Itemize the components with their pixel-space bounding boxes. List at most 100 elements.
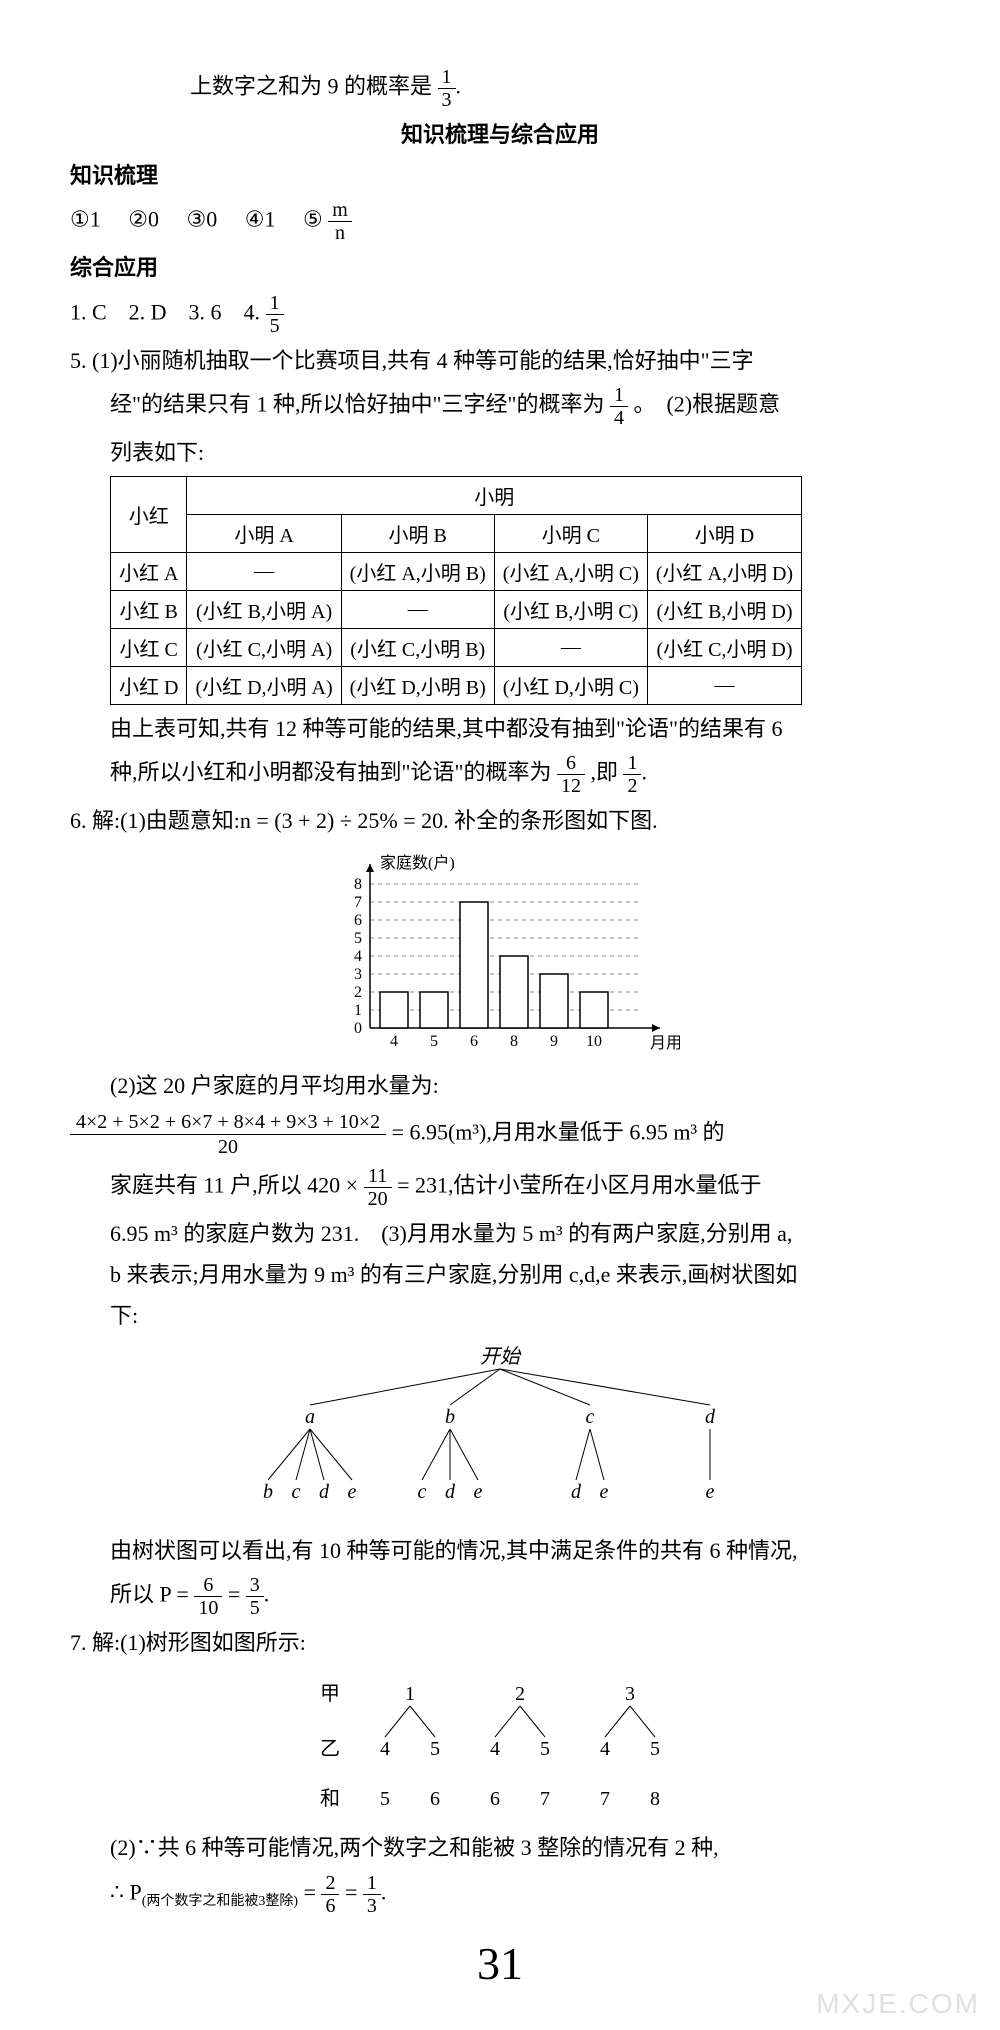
svg-text:5: 5 — [540, 1738, 550, 1760]
top-frac: 13 — [438, 66, 456, 111]
svg-text:2: 2 — [354, 984, 362, 1001]
svg-text:a: a — [305, 1406, 315, 1428]
page-number: 31 — [70, 1937, 930, 1990]
q6-2f: b 来表示;月用水量为 9 m³ 的有三户家庭,分别用 c,d,e 来表示,画树… — [110, 1257, 930, 1292]
svg-text:c: c — [418, 1481, 427, 1503]
q7-2a: (2)∵共 6 种等可能情况,两个数字之和能被 3 整除的情况有 2 种, — [110, 1830, 930, 1865]
svg-text:4: 4 — [390, 1033, 398, 1050]
top-text: 上数字之和为 9 的概率是 — [190, 74, 432, 99]
col-a: 小明 A — [187, 514, 341, 552]
q5-frac: 14 — [610, 384, 628, 429]
svg-text:6: 6 — [470, 1033, 478, 1050]
svg-text:2: 2 — [515, 1683, 525, 1705]
q6-2g: 下: — [110, 1298, 930, 1333]
svg-text:e: e — [600, 1481, 609, 1503]
svg-text:1: 1 — [405, 1683, 415, 1705]
svg-text:甲: 甲 — [320, 1683, 340, 1705]
q5-line2: 经"的结果只有 1 种,所以恰好抽中"三字经"的概率为 14 。 (2)根据题意 — [110, 384, 930, 429]
svg-text:8: 8 — [650, 1788, 660, 1810]
table-row: 小红 B (小红 B,小明 A) — (小红 B,小明 C) (小红 B,小明 … — [111, 590, 802, 628]
svg-text:9: 9 — [550, 1033, 558, 1050]
svg-text:乙: 乙 — [320, 1738, 340, 1760]
svg-text:3: 3 — [354, 966, 362, 983]
q5-after2: 种,所以小红和小明都没有抽到"论语"的概率为 612 ,即 12. — [110, 752, 930, 797]
tree2-svg: 甲乙和145562465734758 — [290, 1670, 710, 1820]
svg-text:d: d — [571, 1481, 582, 1503]
summary-5: ⑤ — [303, 207, 323, 232]
heading-knowledge: 知识梳理 — [70, 158, 930, 193]
svg-text:5: 5 — [354, 930, 362, 947]
svg-text:4: 4 — [600, 1738, 610, 1760]
watermark: MXJE.COM — [816, 1988, 980, 2020]
heading-apply: 综合应用 — [70, 250, 930, 285]
svg-text:d: d — [705, 1406, 716, 1428]
svg-text:7: 7 — [354, 894, 362, 911]
q7-line1: 7. 解:(1)树形图如图所示: — [70, 1625, 930, 1660]
q5-line1: 5. (1)小丽随机抽取一个比赛项目,共有 4 种等可能的结果,恰好抽中"三字 — [70, 343, 930, 378]
q5-line3: 列表如下: — [110, 435, 930, 470]
col-c: 小明 C — [494, 514, 647, 552]
col-b: 小明 B — [341, 514, 494, 552]
tree-diagram-1: 开始abcdebcdecdede — [70, 1343, 930, 1523]
svg-text:d: d — [319, 1481, 330, 1503]
ans4-frac: 15 — [266, 292, 284, 337]
svg-text:10: 10 — [586, 1033, 602, 1050]
svg-text:e: e — [474, 1481, 483, 1503]
svg-text:3: 3 — [625, 1683, 635, 1705]
svg-text:e: e — [348, 1481, 357, 1503]
q6-longfrac-line: 4×2 + 5×2 + 6×7 + 8×4 + 9×3 + 10×2 20 = … — [70, 1110, 930, 1159]
svg-text:4: 4 — [380, 1738, 390, 1760]
q6-after2: 所以 P = 610 = 35. — [110, 1574, 930, 1619]
q6-after1: 由树状图可以看出,有 10 种等可能的情况,其中满足条件的共有 6 种情况, — [110, 1533, 930, 1568]
tree-diagram-2: 甲乙和145562465734758 — [70, 1670, 930, 1820]
q6-line1: 6. 解:(1)由题意知:n = (3 + 2) ÷ 25% = 20. 补全的… — [70, 803, 930, 838]
svg-text:4: 4 — [490, 1738, 500, 1760]
svg-text:6: 6 — [430, 1788, 440, 1810]
q7-2b: ∴ P(两个数字之和能被3整除) = 26 = 13. — [110, 1872, 930, 1917]
summary-line: ①1 ②0 ③0 ④1 ⑤ mn — [70, 199, 930, 244]
summary-frac: mn — [328, 199, 352, 244]
col-d: 小明 D — [647, 514, 801, 552]
bar-chart-svg: 123456780家庭数(户)月用水量(m³)4568910 — [320, 848, 680, 1058]
summary-4: ④1 — [245, 207, 276, 232]
table-row: 小红 C (小红 C,小明 A) (小红 C,小明 B) — (小红 C,小明 … — [111, 628, 802, 666]
svg-text:b: b — [263, 1481, 273, 1503]
top-line: 上数字之和为 9 的概率是 13. — [190, 66, 930, 111]
svg-text:6: 6 — [490, 1788, 500, 1810]
svg-text:e: e — [706, 1481, 715, 1503]
q6-2e: 6.95 m³ 的家庭户数为 231. (3)月用水量为 5 m³ 的有两户家庭… — [110, 1216, 930, 1251]
svg-text:家庭数(户): 家庭数(户) — [380, 854, 455, 872]
svg-text:8: 8 — [510, 1033, 518, 1050]
rowhead: 小红 — [111, 476, 187, 552]
svg-text:5: 5 — [430, 1738, 440, 1760]
svg-text:0: 0 — [354, 1020, 362, 1037]
svg-text:c: c — [292, 1481, 301, 1503]
svg-text:5: 5 — [430, 1033, 438, 1050]
svg-text:月用水量(m³): 月用水量(m³) — [650, 1034, 680, 1052]
probability-table: 小红 小明 小明 A 小明 B 小明 C 小明 D 小红 A — (小红 A,小… — [110, 476, 802, 705]
q6-longfrac: 4×2 + 5×2 + 6×7 + 8×4 + 9×3 + 10×2 20 — [70, 1110, 386, 1159]
section-title: 知识梳理与综合应用 — [70, 117, 930, 152]
svg-text:开始: 开始 — [480, 1346, 522, 1368]
table-row: 小红 D (小红 D,小明 A) (小红 D,小明 B) (小红 D,小明 C)… — [111, 666, 802, 704]
summary-1: ①1 — [70, 207, 101, 232]
svg-text:b: b — [445, 1406, 455, 1428]
svg-text:5: 5 — [650, 1738, 660, 1760]
q5-after1: 由上表可知,共有 12 种等可能的结果,其中都没有抽到"论语"的结果有 6 — [110, 711, 930, 746]
colgroup: 小明 — [187, 476, 802, 514]
svg-text:1: 1 — [354, 1002, 362, 1019]
table-row: 小红 A — (小红 A,小明 B) (小红 A,小明 C) (小红 A,小明 … — [111, 552, 802, 590]
svg-text:7: 7 — [600, 1788, 610, 1810]
svg-text:6: 6 — [354, 912, 362, 929]
svg-text:5: 5 — [380, 1788, 390, 1810]
tree1-svg: 开始abcdebcdecdede — [190, 1343, 810, 1523]
svg-text:4: 4 — [354, 948, 362, 965]
svg-text:d: d — [445, 1481, 456, 1503]
svg-text:8: 8 — [354, 876, 362, 893]
summary-2: ②0 — [128, 207, 159, 232]
svg-text:c: c — [586, 1406, 595, 1428]
svg-text:7: 7 — [540, 1788, 550, 1810]
bar-chart: 123456780家庭数(户)月用水量(m³)4568910 — [70, 848, 930, 1058]
summary-3: ③0 — [187, 207, 218, 232]
answers-line: 1. C 2. D 3. 6 4. 15 — [70, 292, 930, 337]
